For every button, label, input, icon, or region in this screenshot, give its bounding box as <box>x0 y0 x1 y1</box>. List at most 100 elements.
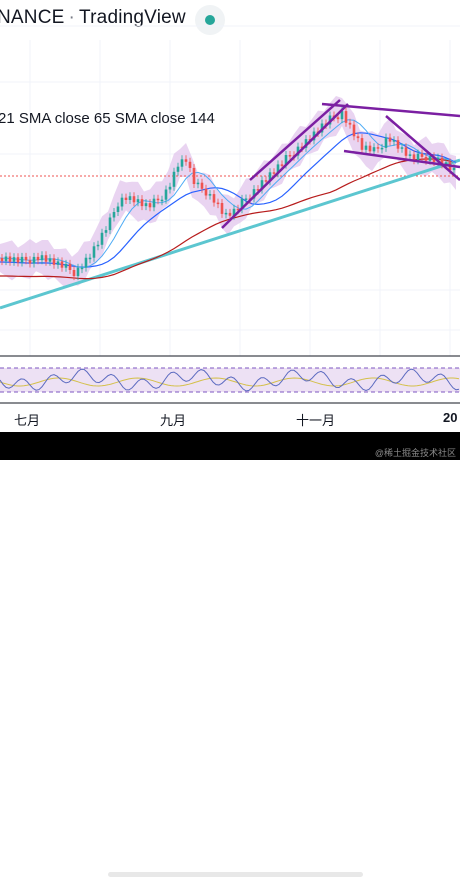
candle <box>24 256 28 261</box>
candle <box>360 138 364 150</box>
symbol-title[interactable]: NANCE · TradingView <box>0 7 186 29</box>
candle <box>420 153 424 157</box>
candle <box>220 203 224 214</box>
candle <box>228 212 232 216</box>
channel-diagonal <box>385 115 460 181</box>
candle <box>412 154 416 161</box>
candle <box>36 256 40 261</box>
candle <box>384 137 388 148</box>
candle <box>72 270 76 277</box>
candle <box>20 256 24 263</box>
candle <box>256 189 260 191</box>
candle <box>84 257 88 268</box>
candle <box>116 206 120 212</box>
candle <box>388 137 392 142</box>
candle <box>232 208 236 216</box>
candle <box>44 255 48 262</box>
support-trendline <box>0 158 460 310</box>
candle <box>444 162 448 165</box>
price-chart[interactable] <box>0 0 460 460</box>
candle <box>156 198 160 201</box>
candle <box>364 145 368 150</box>
watermark: @稀土掘金技术社区 <box>374 448 456 458</box>
candle <box>60 261 64 268</box>
channel-top <box>321 102 460 118</box>
market-status-button[interactable] <box>195 5 225 35</box>
candle <box>348 122 352 125</box>
x-tick-label: 九月 <box>160 413 187 428</box>
candle <box>400 147 404 149</box>
candle <box>92 246 96 258</box>
candle <box>224 212 228 215</box>
candle <box>212 194 216 203</box>
candle <box>280 164 284 166</box>
candle <box>188 161 192 168</box>
candle <box>172 171 176 187</box>
candle <box>376 147 380 149</box>
candle <box>440 157 444 165</box>
candle <box>52 258 56 265</box>
candle <box>424 156 428 161</box>
candle <box>40 255 44 261</box>
sma-144-line <box>0 158 457 280</box>
candle <box>416 153 420 161</box>
candle <box>240 198 244 210</box>
candle <box>396 140 400 149</box>
channel-bottom <box>343 149 460 169</box>
candle <box>132 196 136 203</box>
x-tick-label: 20 <box>443 410 458 425</box>
candle <box>192 167 196 185</box>
home-indicator[interactable] <box>108 872 363 877</box>
candle <box>180 159 184 167</box>
candle <box>104 230 108 233</box>
candle <box>244 198 248 200</box>
candle <box>16 257 20 263</box>
candle <box>392 140 396 142</box>
candle <box>452 167 456 171</box>
candle <box>0 258 4 262</box>
candle <box>236 208 240 211</box>
candle <box>408 154 412 156</box>
candle <box>372 147 376 152</box>
oscillator-signal-line <box>0 377 460 387</box>
candle <box>4 256 8 262</box>
candle <box>148 203 152 208</box>
candle <box>8 256 12 262</box>
candle <box>64 263 68 268</box>
candle <box>124 197 128 200</box>
candle <box>272 172 276 174</box>
exchange-name: NANCE <box>0 7 65 28</box>
candle <box>112 212 116 218</box>
candle <box>200 182 204 189</box>
candle <box>368 145 372 152</box>
candle <box>176 166 180 172</box>
candle <box>428 156 432 161</box>
candle <box>160 199 164 202</box>
candle <box>144 203 148 207</box>
candle <box>136 199 140 203</box>
candle <box>336 117 340 120</box>
candle <box>184 159 188 162</box>
candle <box>56 261 60 265</box>
sma-21-line <box>0 119 457 268</box>
candle <box>152 198 156 208</box>
candle <box>380 147 384 150</box>
candle <box>268 172 272 182</box>
indicator-legend[interactable]: 21 SMA close 65 SMA close 144 <box>0 110 215 127</box>
channel-lines <box>221 99 460 229</box>
candle <box>164 189 168 200</box>
title-separator: · <box>68 7 76 28</box>
candle <box>12 257 16 262</box>
candle <box>284 155 288 165</box>
oscillator-line <box>0 368 460 392</box>
candle <box>252 189 256 199</box>
candle <box>120 197 124 207</box>
candle <box>432 156 436 162</box>
candle <box>168 186 172 190</box>
candle <box>140 199 144 207</box>
candle <box>356 136 360 139</box>
x-tick-label: 十一月 <box>296 413 336 428</box>
candle <box>208 194 212 196</box>
candle <box>264 180 268 182</box>
candle <box>68 263 72 270</box>
